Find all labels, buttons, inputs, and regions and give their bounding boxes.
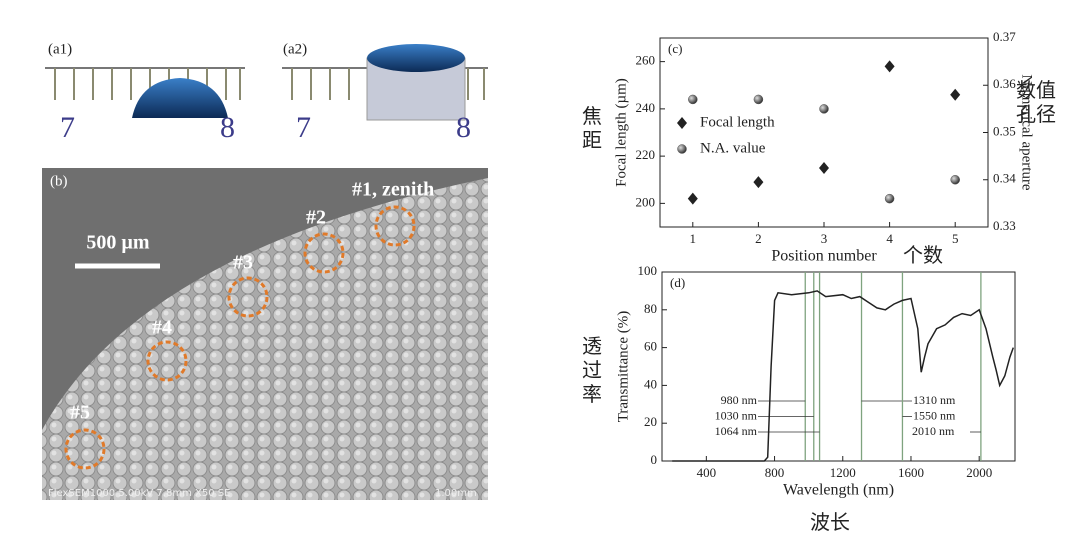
x-tick-label: 400 [697, 465, 717, 480]
legend-marker [677, 117, 687, 129]
site-label: #5 [70, 402, 90, 424]
x-tick-label: 1 [690, 231, 697, 246]
panel-label: (a2) [283, 41, 307, 57]
y-tick-label: 60 [644, 339, 657, 354]
x-tick-label: 1600 [898, 465, 924, 480]
x-label-cn: 波长 [810, 510, 850, 534]
y-axis-title: Transmittance (%) [615, 311, 631, 423]
data-point [884, 60, 895, 73]
photo-a1: (a1) 7 8 [45, 41, 245, 144]
y2-axis-title: Numerical aperture [1019, 74, 1035, 191]
y2-tick-label: 0.35 [993, 123, 1016, 138]
y-tick-label: 20 [644, 414, 657, 429]
legend-label: Focal length [700, 114, 775, 130]
reference-label: 980 nm [721, 393, 758, 407]
ruler-number: 7 [60, 111, 75, 144]
x-tick-label: 5 [952, 231, 959, 246]
y-tick-label: 40 [644, 376, 657, 391]
y2-tick-label: 0.36 [993, 76, 1016, 91]
sem-footer: FlexSEM1000 5.00kV 7.8mm X50 SE [48, 488, 230, 499]
y-tick-label: 100 [638, 263, 658, 278]
y-tick-label: 260 [636, 53, 656, 68]
data-point [687, 192, 698, 205]
y2-tick-label: 0.34 [993, 171, 1016, 186]
ruler-number: 8 [456, 111, 471, 144]
ruler-number: 8 [220, 111, 235, 144]
scale-bar-label: 500 µm [86, 232, 150, 254]
x-tick-label: 2 [755, 231, 762, 246]
site-label: #4 [152, 317, 172, 339]
data-point [950, 175, 960, 185]
plot-frame [659, 37, 989, 228]
site-label: #2 [306, 207, 326, 229]
plot-frame [661, 271, 1016, 462]
x-tick-label: 4 [886, 231, 893, 246]
y2-label-cn: 数值孔径 [1016, 78, 1056, 126]
reference-label: 1064 nm [715, 424, 758, 438]
reference-label: 1030 nm [715, 408, 758, 422]
ruler-number: 7 [296, 111, 311, 144]
reference-label: 2010 nm [912, 424, 955, 438]
y2-tick-label: 0.37 [993, 29, 1016, 44]
data-point [950, 88, 961, 101]
y2-tick-label: 0.33 [993, 218, 1016, 233]
reference-label: 1550 nm [913, 408, 956, 422]
legend-marker [677, 144, 687, 154]
data-point [688, 94, 698, 105]
x-axis-title: Wavelength (nm) [783, 482, 894, 499]
y-label-cn: 透过率 [582, 334, 602, 406]
y-tick-label: 200 [636, 194, 656, 209]
data-point [819, 161, 829, 174]
spectrum-line [672, 290, 1015, 462]
x-tick-label: 800 [765, 465, 785, 480]
data-point [753, 94, 764, 105]
y-tick-label: 240 [636, 100, 656, 115]
y-label-cn: 焦距 [582, 104, 602, 152]
data-point [819, 104, 829, 114]
y-tick-label: 220 [636, 147, 656, 162]
data-point [753, 176, 764, 189]
x-axis-title: Position number [771, 248, 877, 265]
panel-label: (a1) [48, 41, 72, 57]
x-tick-label: 1200 [830, 465, 856, 480]
site-label: #3 [233, 252, 253, 274]
data-point [884, 193, 895, 204]
sem-scale: 1.00mm [435, 488, 477, 499]
legend-label: N.A. value [700, 140, 766, 156]
x-label-cn: 个数 [903, 243, 943, 267]
panel-label: (d) [670, 275, 685, 290]
y-tick-label: 80 [644, 301, 657, 316]
y-axis-title: Focal length (µm) [613, 78, 629, 187]
sem-image: (b) 500 µm #1, zenith #2 #3 #4 #5 FlexSE… [42, 168, 488, 500]
x-tick-label: 3 [821, 231, 828, 246]
y-tick-label: 0 [651, 452, 658, 467]
panel-label: (c) [668, 41, 682, 56]
panel-label: (b) [50, 173, 68, 189]
reference-label: 1310 nm [913, 393, 956, 407]
site-label: #1, zenith [352, 179, 434, 201]
x-tick-label: 2000 [966, 465, 992, 480]
photo-a2: (a2) 7 8 [282, 41, 488, 144]
